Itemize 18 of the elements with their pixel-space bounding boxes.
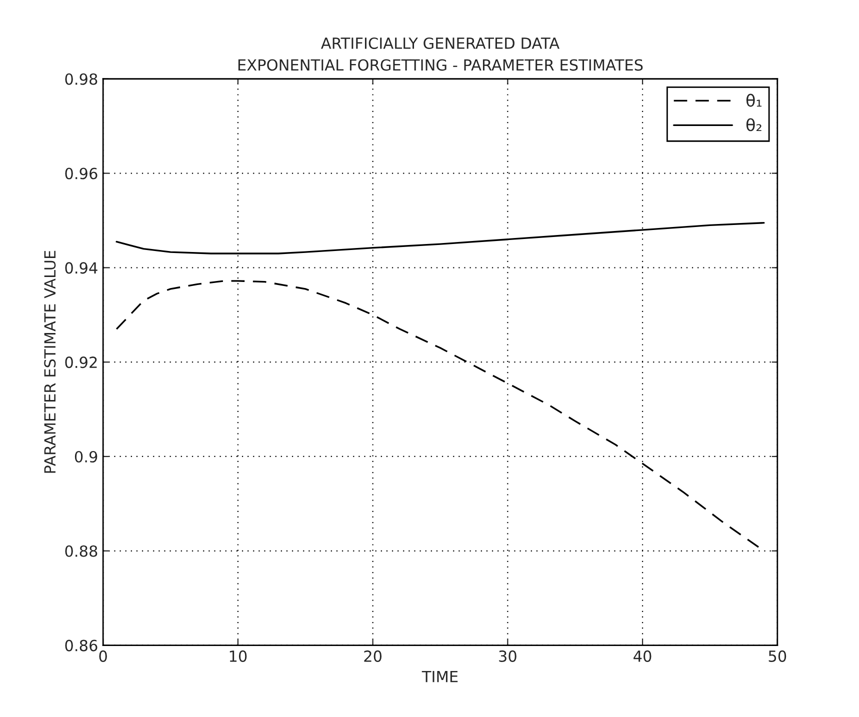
y-tick-label: 0.86	[65, 640, 98, 652]
y-tick-label: 0.9	[74, 450, 98, 463]
y-tick-label: 0.96	[65, 168, 98, 180]
x-tick-label: 40	[634, 650, 652, 662]
x-tick-label: 50	[768, 650, 786, 662]
legend-label: θ₂	[746, 118, 762, 132]
x-tick-label: 10	[230, 650, 247, 662]
x-tick-label: 0	[99, 650, 107, 662]
y-tick-label: 0.88	[65, 545, 98, 557]
y-axis-title: PARAMETER ESTIMATE VALUE	[44, 250, 56, 473]
chart-title: ARTIFICIALLY GENERATED DATA EXPONENTIAL FORGETTING - PARAMETER ESTIMATES	[238, 37, 643, 71]
x-tick-label: 30	[499, 650, 516, 662]
y-tick-label: 0.98	[65, 73, 98, 85]
x-axis-title: TIME	[422, 670, 458, 682]
y-tick-label: 0.92	[65, 356, 97, 368]
legend-label: θ₁	[746, 94, 762, 107]
y-tick-label: 0.94	[65, 262, 98, 274]
x-tick-label: 20	[364, 650, 382, 662]
